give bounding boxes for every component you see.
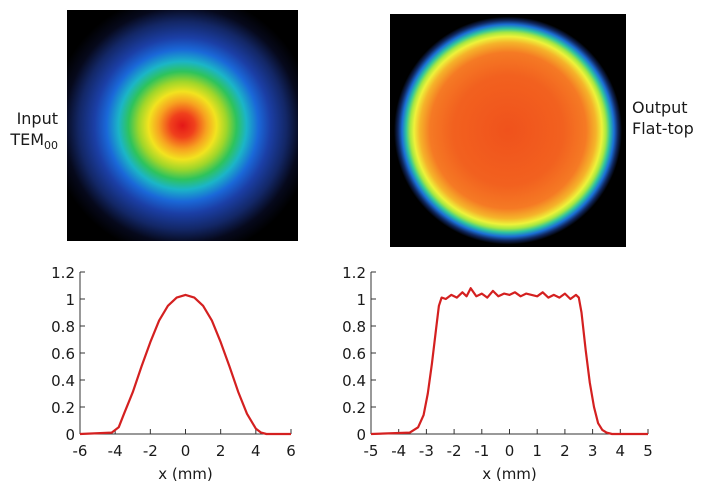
x-tick-label: 4: [251, 442, 261, 460]
y-tick-label: 1.2: [51, 264, 75, 282]
chart-1: 0 0.2 0.4 0.6 0.8 1 1.2 -6 -4 -2 0 2 4 6 x (mm): [51, 264, 296, 483]
x-tick-label: -5: [364, 442, 379, 460]
x-axis-label: x (mm): [158, 465, 213, 483]
y-tick-label: 1: [356, 291, 366, 309]
x-tick-label: -4: [108, 442, 123, 460]
x-tick-label: 0: [505, 442, 515, 460]
input-label-line1: Input: [16, 109, 58, 128]
y-tick-label: 0.8: [342, 318, 366, 336]
x-tick-label: -2: [447, 442, 462, 460]
x-tick-label: 1: [532, 442, 542, 460]
output-label: Output Flat-top: [632, 97, 710, 139]
chart-2: 00.20.40.60.811.2-5 -4 -3 -2 -1 0 1 2 3 4 5x (mm): [342, 264, 653, 483]
x-tick-label: 3: [588, 442, 598, 460]
x-tick-label: -3: [419, 442, 434, 460]
y-tick-label: 0.2: [51, 399, 75, 417]
y-tick-label: 0.4: [342, 372, 366, 390]
y-tick-label: 0: [65, 426, 75, 444]
y-tick-label: 0.6: [51, 345, 75, 363]
y-tick-label: 1: [65, 291, 75, 309]
x-tick-label: 4: [616, 442, 626, 460]
x-tick-label: -1: [474, 442, 489, 460]
y-tick-label: 0: [356, 426, 366, 444]
output-beam-image: [390, 14, 626, 247]
x-tick-label: -6: [73, 442, 88, 460]
x-tick-label: 6: [286, 442, 296, 460]
x-tick-label: 2: [216, 442, 226, 460]
x-tick-label: -4: [391, 442, 406, 460]
output-label-line1: Output: [632, 98, 688, 117]
input-label-line2: TEM00: [0, 129, 58, 156]
profile-line: [79, 293, 291, 436]
x-tick-label: -2: [143, 442, 158, 460]
profile-line: [370, 287, 648, 436]
x-axis-label: x (mm): [482, 465, 537, 483]
input-beam-image: [67, 10, 298, 241]
output-label-line2: Flat-top: [632, 119, 694, 138]
y-tick-label: 0.6: [342, 345, 366, 363]
input-label: Input TEM00: [0, 108, 58, 156]
input-label-mode: TEM: [10, 130, 44, 149]
input-label-mode-subscript: 00: [44, 139, 58, 152]
y-tick-label: 1.2: [342, 264, 366, 282]
y-tick-label: 0.2: [342, 399, 366, 417]
x-tick-label: 5: [643, 442, 653, 460]
x-tick-label: 0: [181, 442, 191, 460]
y-tick-label: 0.8: [51, 318, 75, 336]
x-tick-label: 2: [560, 442, 570, 460]
y-tick-label: 0.4: [51, 372, 75, 390]
